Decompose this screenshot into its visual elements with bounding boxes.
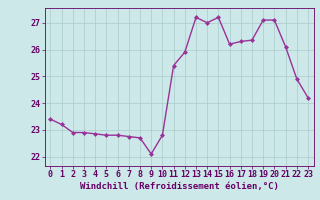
X-axis label: Windchill (Refroidissement éolien,°C): Windchill (Refroidissement éolien,°C) bbox=[80, 182, 279, 191]
